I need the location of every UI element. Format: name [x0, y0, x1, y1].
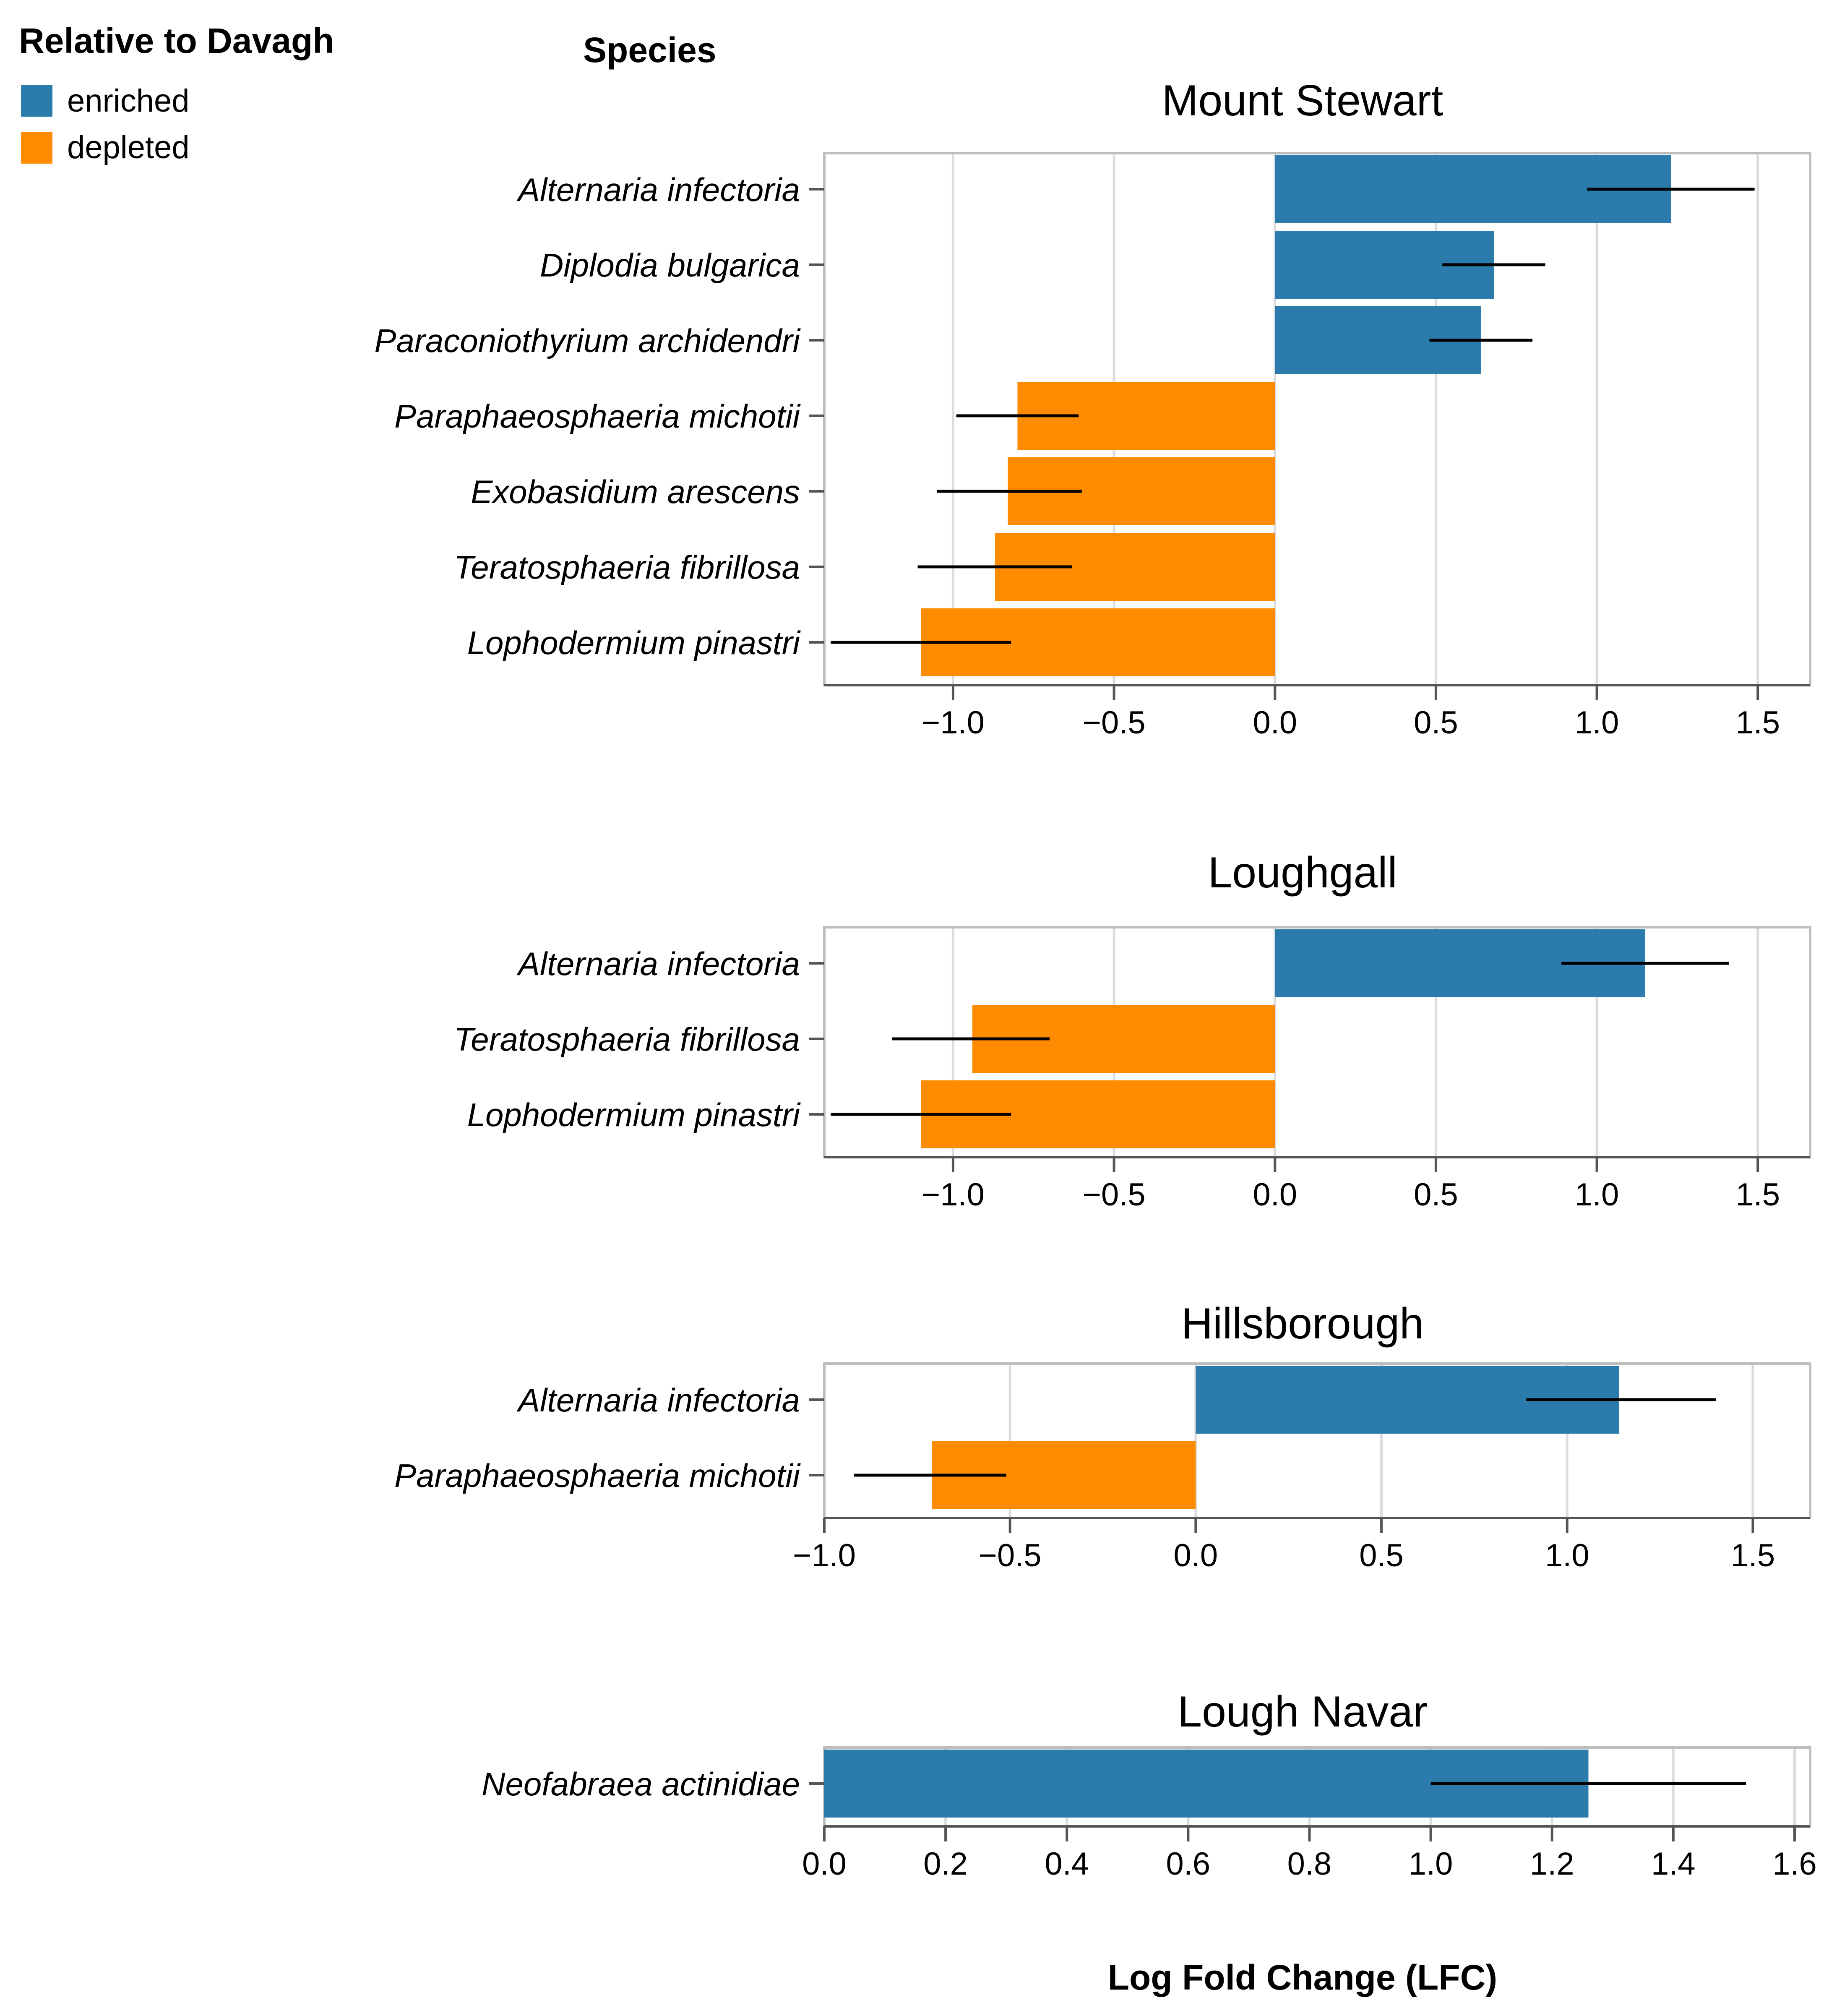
x-tick-label: 1.5: [1731, 1538, 1775, 1573]
x-tick-label: 1.0: [1575, 1177, 1619, 1213]
x-tick-label: −1.0: [922, 705, 985, 741]
category-label: Paraphaeosphaeria michotii: [394, 398, 801, 435]
x-tick-label: 0.5: [1414, 705, 1458, 741]
legend-swatch-enriched: [21, 85, 52, 117]
x-tick-label: 0.0: [802, 1846, 847, 1882]
x-tick-label: −1.0: [793, 1538, 856, 1573]
category-label: Lophodermium pinastri: [467, 624, 801, 661]
panel-lough-navar: Lough Navar Neofabraea actinidiae 0.0 0.2 0.…: [482, 1687, 1817, 1882]
x-tick-label: 0.5: [1359, 1538, 1404, 1573]
x-tick-label: 1.2: [1530, 1846, 1574, 1882]
panel-title: Lough Navar: [1178, 1687, 1428, 1736]
category-label: Alternaria infectoria: [516, 945, 800, 982]
x-tick-label: 0.4: [1045, 1846, 1089, 1882]
x-tick-label: 0.0: [1253, 1177, 1297, 1213]
x-tick-label: −1.0: [922, 1177, 985, 1213]
panel-hillsborough: Hillsborough Alternaria infectoria Parapha…: [394, 1299, 1811, 1573]
legend: Relative to Davagh enriched depleted: [19, 21, 334, 165]
category-label: Alternaria infectoria: [516, 171, 800, 208]
x-tick-label: −0.5: [1083, 705, 1146, 741]
x-tick-label: 0.8: [1287, 1846, 1332, 1882]
x-tick-label: 0.5: [1414, 1177, 1458, 1213]
legend-title: Relative to Davagh: [19, 21, 334, 60]
category-label: Alternaria infectoria: [516, 1382, 800, 1419]
x-tick-label: 0.6: [1166, 1846, 1211, 1882]
y-axis-header: Species: [583, 30, 716, 70]
legend-label-enriched: enriched: [67, 83, 190, 119]
x-axis-title: Log Fold Change (LFC): [1108, 1958, 1497, 1997]
legend-swatch-depleted: [21, 132, 52, 164]
x-tick-label: −0.5: [979, 1538, 1042, 1573]
x-tick-label: −0.5: [1083, 1177, 1146, 1213]
category-label: Paraphaeosphaeria michotii: [394, 1457, 801, 1494]
category-label: Diplodia bulgarica: [540, 247, 800, 284]
category-label: Neofabraea actinidiae: [482, 1766, 800, 1802]
x-tick-label: 1.5: [1735, 1177, 1780, 1213]
panel-title: Hillsborough: [1181, 1299, 1424, 1348]
x-tick-label: 0.0: [1253, 705, 1297, 741]
x-tick-label: 1.0: [1545, 1538, 1589, 1573]
x-tick-label: 1.6: [1772, 1846, 1817, 1882]
x-tick-label: 0.2: [923, 1846, 968, 1882]
x-tick-label: 1.0: [1409, 1846, 1453, 1882]
x-tick-label: 0.0: [1174, 1538, 1218, 1573]
x-tick-label: 1.4: [1651, 1846, 1696, 1882]
category-label: Paraconiothyrium archidendri: [375, 322, 801, 359]
category-label: Teratosphaeria fibrillosa: [454, 549, 800, 586]
x-tick-label: 1.0: [1575, 705, 1619, 741]
panel-mount-stewart: Mount Stewart Alternaria infectoria Diplod…: [375, 76, 1811, 741]
panel-title: Mount Stewart: [1162, 76, 1443, 125]
category-label: Teratosphaeria fibrillosa: [454, 1021, 800, 1058]
x-tick-label: 1.5: [1735, 705, 1780, 741]
panels: Mount Stewart Alternaria infectoria Diplod…: [375, 76, 1817, 1882]
legend-label-depleted: depleted: [67, 130, 190, 165]
category-label: Exobasidium arescens: [471, 473, 800, 510]
panel-title: Loughgall: [1208, 848, 1397, 897]
panel-loughgall: Loughgall Alternaria infectoria Teratospha…: [454, 848, 1811, 1213]
category-label: Lophodermium pinastri: [467, 1096, 801, 1133]
